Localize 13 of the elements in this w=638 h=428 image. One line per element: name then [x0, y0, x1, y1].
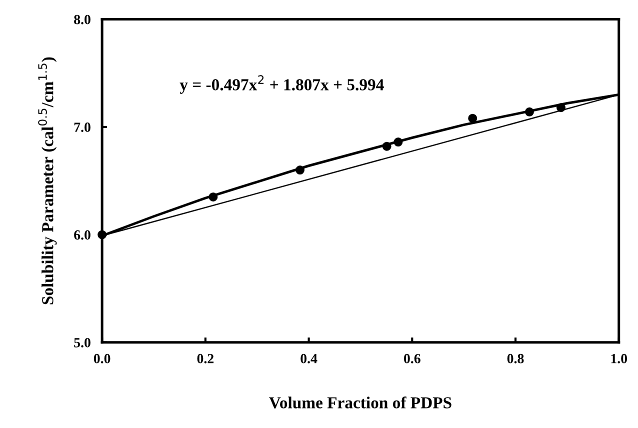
x-tick-label: 0.0 — [94, 354, 110, 364]
y-tick-label: 8.0 — [74, 14, 90, 24]
x-axis-title: Volume Fraction of PDPS — [269, 396, 452, 408]
x-tick-label: 0.2 — [197, 354, 214, 364]
annotation: y = -0.497x$^{2}$ + 1.807x + 5.994 — [180, 75, 384, 94]
y-tick-label: 7.0 — [74, 122, 90, 132]
x-tick-label: 0.4 — [300, 354, 318, 364]
x-tick-label: 1.0 — [611, 354, 628, 364]
x-tick-label: 0.6 — [404, 354, 420, 364]
y-tick-label: 5.0 — [74, 338, 90, 348]
x-tick-label: 0.8 — [507, 354, 524, 364]
y-axis-title: Solubility Parameter (cal$^{0.5}$/cm$^{1.5}$) — [38, 57, 57, 304]
y-tick-label: 6.0 — [74, 230, 90, 240]
